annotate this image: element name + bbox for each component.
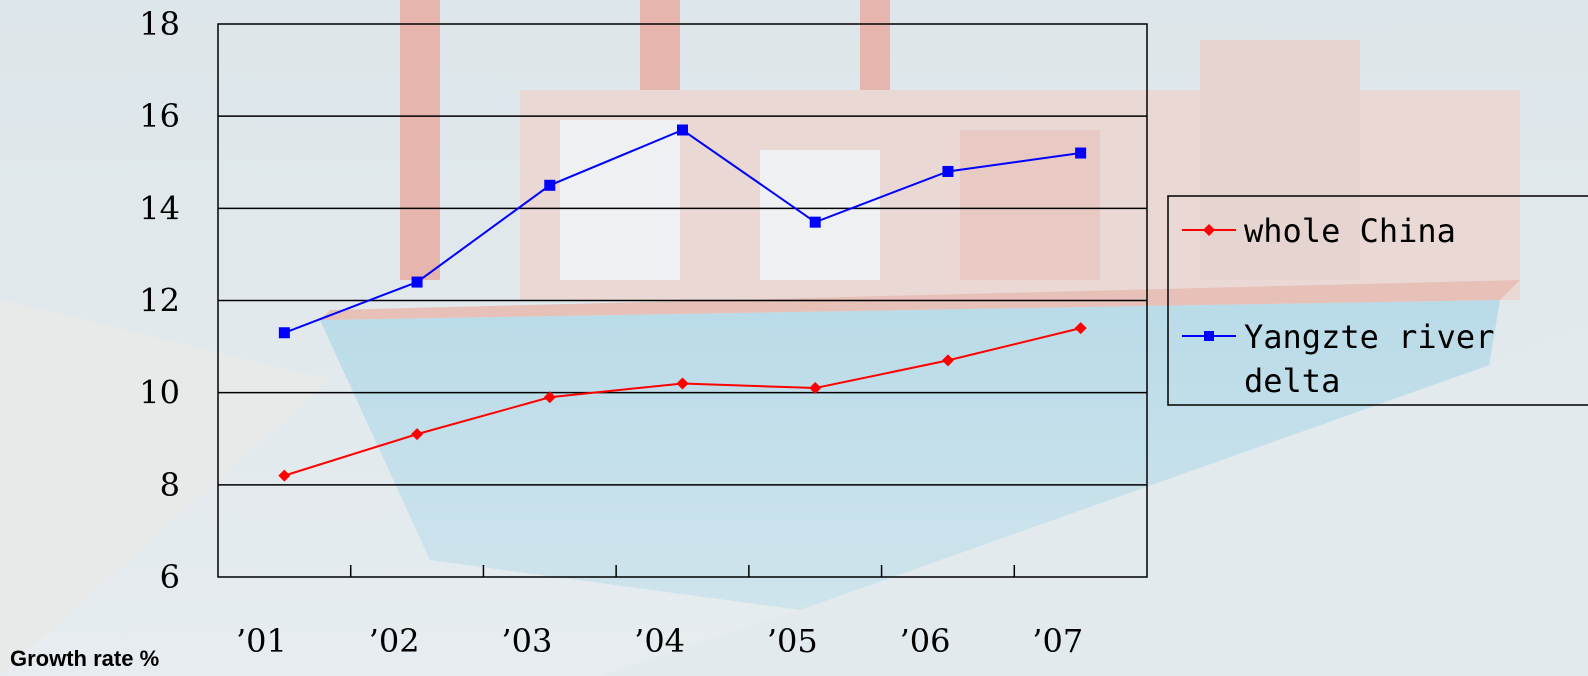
legend-item-yangzte-river-delta: Yangzte river delta — [1182, 318, 1494, 400]
data-point-yangzte-river-delta — [1075, 147, 1087, 159]
x-tick-label: ’02 — [369, 622, 420, 660]
data-point-whole-china — [543, 391, 556, 404]
y-tick-label: 12 — [139, 282, 180, 320]
data-point-whole-china — [809, 382, 822, 395]
series-line-whole-china — [284, 327, 1081, 477]
y-tick-label: 18 — [139, 5, 180, 43]
x-tick-label: ’03 — [501, 622, 552, 660]
y-tick-label: 14 — [139, 189, 180, 227]
y-axis-label: Growth rate % — [10, 646, 159, 671]
legend-label-yangzte-river-line1: Yangzte river — [1244, 318, 1494, 356]
x-tick-label: ’01 — [236, 622, 287, 660]
data-point-whole-china — [1074, 322, 1087, 335]
x-tick-label: ’05 — [767, 622, 818, 660]
x-tick-label: ’06 — [900, 622, 951, 660]
y-tick-label: 16 — [139, 97, 180, 135]
data-point-yangzte-river-delta — [544, 179, 556, 191]
legend-item-whole-china: whole China — [1182, 212, 1456, 250]
legend-label-yangzte-river-line2: delta — [1244, 362, 1340, 400]
legend-box — [1167, 195, 1588, 406]
data-point-yangzte-river-delta — [677, 124, 688, 136]
data-point-whole-china — [941, 354, 954, 367]
y-tick-label: 8 — [160, 466, 180, 504]
legend: whole China Yangzte river delta — [1167, 195, 1588, 406]
series-line-yangzte-river-delta — [284, 128, 1081, 334]
y-tick-label: 6 — [160, 558, 180, 596]
x-tick-label: ’04 — [634, 622, 685, 660]
y-tick-label: 10 — [139, 374, 180, 412]
data-point-yangzte-river-delta — [411, 276, 423, 288]
data-point-yangzte-river-delta — [809, 216, 821, 228]
data-point-whole-china — [411, 428, 424, 441]
data-point-whole-china — [278, 469, 291, 482]
legend-marker-diamond — [1203, 224, 1215, 236]
legend-marker-square — [1204, 331, 1214, 341]
x-tick-label: ’07 — [1032, 622, 1083, 660]
data-point-yangzte-river-delta — [278, 327, 290, 339]
legend-label-whole-china: whole China — [1244, 212, 1456, 250]
data-point-yangzte-river-delta — [942, 165, 954, 177]
data-point-whole-china — [676, 377, 689, 390]
